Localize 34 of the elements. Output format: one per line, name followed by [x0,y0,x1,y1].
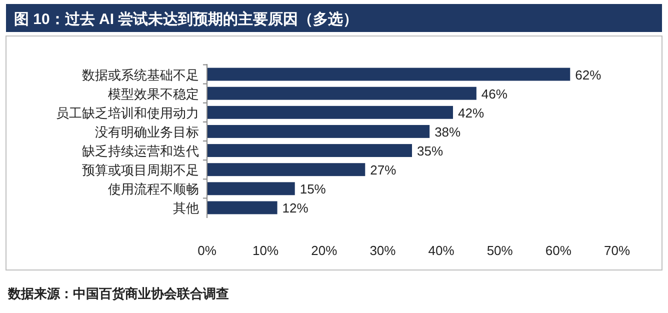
y-tick-label: 使用流程不顺畅 [108,182,199,197]
data-label: 12% [282,200,309,216]
y-tick-label: 预算或项目周期不足 [82,162,199,178]
y-tick-label: 数据或系统基础不足 [82,67,199,82]
bar [207,144,412,158]
data-label: 42% [458,105,484,120]
bar [207,86,476,100]
y-tick-label: 模型效果不稳定 [108,86,199,102]
bar [207,182,295,196]
chart-title: 图 10：过去 AI 尝试未达到预期的主要原因（多选） [14,10,358,28]
data-label: 35% [417,144,444,159]
y-tick-label: 员工缺乏培训和使用动力 [56,105,199,120]
data-label: 38% [434,124,462,140]
x-tick-label: 10% [252,243,280,258]
x-tick-label: 70% [604,243,630,258]
bar [207,124,430,138]
y-tick-label: 其他 [173,200,199,216]
x-tick-label: 60% [545,243,572,258]
bar [207,163,366,176]
x-tick-label: 0% [198,243,217,258]
y-tick-label: 没有明确业务目标 [95,124,199,140]
source-note: 数据来源：中国百货商业协会联合调查 [7,286,229,301]
x-tick-label: 40% [428,243,455,258]
x-tick-label: 30% [370,243,396,258]
bar [207,68,570,81]
bar [207,106,453,119]
x-tick-label: 50% [486,243,514,258]
data-label: 46% [481,86,508,102]
y-tick-label: 缺乏持续运营和迭代 [82,144,199,159]
bar [207,201,278,214]
data-label: 62% [575,67,602,82]
data-label: 15% [300,182,326,197]
data-label: 27% [370,162,397,178]
x-tick-label: 20% [311,243,338,258]
